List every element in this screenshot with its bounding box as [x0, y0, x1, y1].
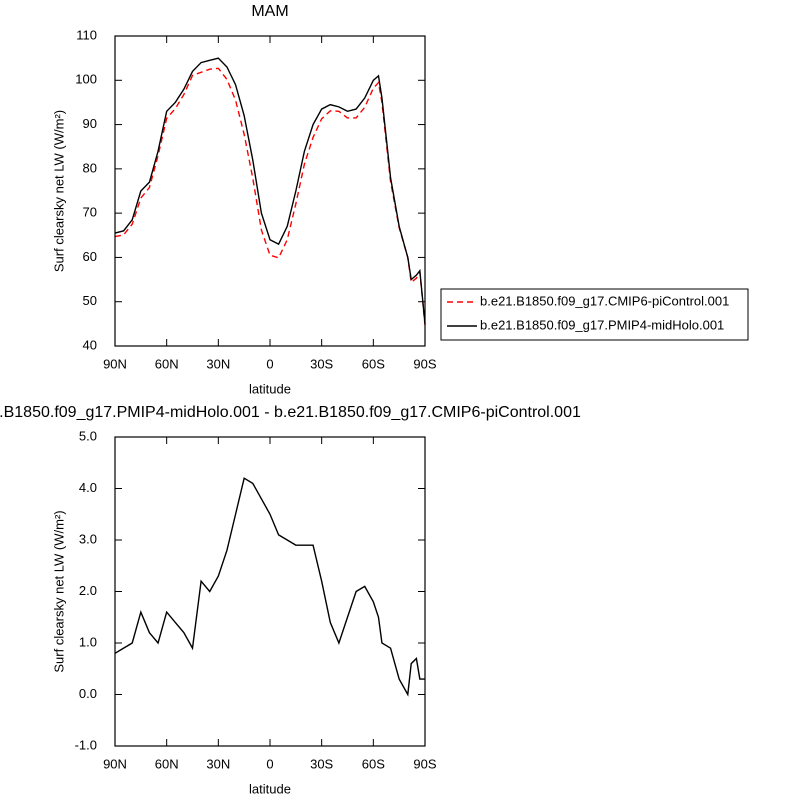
y-tick-label: 2.0 [79, 583, 97, 598]
x-tick-label: 90S [413, 756, 436, 771]
x-tick-label: 30S [310, 756, 333, 771]
y-tick-label: -1.0 [75, 737, 97, 752]
data-line [114, 477, 425, 697]
x-tick-label: 30N [206, 756, 230, 771]
x-tick-label: 90S [413, 356, 436, 371]
chart-title: MAM [251, 3, 288, 20]
x-tick-label: 90N [103, 356, 127, 371]
plot-frame [114, 436, 426, 747]
x-tick-label: 60N [155, 356, 179, 371]
chart-title: b.e21.B1850.f09_g17.PMIP4-midHolo.001 - … [0, 404, 581, 421]
y-tick-label: 5.0 [79, 428, 97, 443]
x-tick-label: 90N [103, 756, 127, 771]
y-tick-label: 100 [75, 72, 97, 87]
y-tick-label: 0.0 [79, 686, 97, 701]
x-tick-label: 60S [362, 756, 385, 771]
y-tick-label: 110 [76, 27, 97, 42]
x-tick-label: 30S [310, 356, 333, 371]
x-tick-label: 30N [206, 356, 230, 371]
y-tick-label: 50 [83, 293, 97, 308]
y-tick-label: 1.0 [79, 634, 97, 649]
data-line [114, 57, 426, 324]
y-tick-label: 4.0 [79, 480, 97, 495]
y-tick-label: 3.0 [79, 531, 97, 546]
legend-label: b.e21.B1850.f09_g17.PMIP4-midHolo.001 [480, 317, 724, 332]
data-line [114, 67, 426, 326]
x-tick-label: 0 [266, 356, 273, 371]
plot-frame [114, 35, 426, 347]
y-axis-label: Surf clearsky net LW (W/m²) [51, 110, 66, 272]
x-tick-label: 60N [155, 756, 179, 771]
y-tick-label: 70 [83, 205, 97, 220]
y-tick-label: 40 [83, 337, 97, 352]
y-tick-label: 80 [83, 160, 97, 175]
y-tick-label: 90 [83, 116, 97, 131]
x-axis-label: latitude [249, 381, 291, 396]
x-tick-label: 0 [266, 756, 273, 771]
legend-label: b.e21.B1850.f09_g17.CMIP6-piControl.001 [480, 293, 729, 308]
y-tick-label: 60 [83, 249, 97, 264]
x-axis-label: latitude [249, 781, 291, 796]
legend-frame [440, 288, 749, 341]
x-tick-label: 60S [362, 356, 385, 371]
y-axis-label: Surf clearsky net LW (W/m²) [51, 510, 66, 672]
